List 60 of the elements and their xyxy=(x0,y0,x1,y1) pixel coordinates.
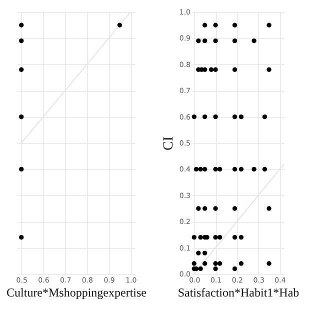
point xyxy=(232,114,238,120)
point xyxy=(198,166,203,172)
point xyxy=(192,234,196,240)
point xyxy=(196,206,201,211)
point xyxy=(238,114,244,120)
point xyxy=(213,38,218,44)
point xyxy=(192,114,196,120)
point xyxy=(238,234,244,240)
point xyxy=(19,22,24,28)
point xyxy=(213,266,218,272)
point xyxy=(262,114,268,120)
point xyxy=(217,261,222,266)
point xyxy=(232,206,238,211)
point xyxy=(213,206,218,211)
point xyxy=(266,206,272,211)
point xyxy=(202,250,208,256)
point xyxy=(238,166,244,172)
point xyxy=(202,114,208,120)
point xyxy=(202,166,208,172)
point xyxy=(213,166,218,172)
point xyxy=(266,22,272,28)
point xyxy=(213,114,218,120)
point xyxy=(252,38,256,44)
point xyxy=(232,266,238,272)
point xyxy=(19,234,24,240)
point xyxy=(202,38,208,44)
point xyxy=(19,67,24,72)
x-axis-title: Culture*Mshoppingexpertise xyxy=(6,286,146,300)
point xyxy=(202,206,208,211)
point xyxy=(196,38,201,44)
point xyxy=(232,67,238,72)
point xyxy=(194,166,199,172)
point xyxy=(19,166,24,172)
point xyxy=(217,234,222,240)
point xyxy=(232,38,238,44)
point xyxy=(198,266,203,272)
point xyxy=(213,234,218,240)
y-axis-title: CI xyxy=(161,136,176,150)
x-axis-title: Satisfaction*Habit1*Hab xyxy=(178,286,300,300)
point xyxy=(198,234,203,240)
point xyxy=(238,261,244,266)
point xyxy=(196,250,201,256)
point xyxy=(202,261,208,266)
point xyxy=(266,67,272,72)
point xyxy=(19,38,24,44)
point xyxy=(262,166,268,172)
point xyxy=(192,261,196,266)
point xyxy=(208,67,214,72)
point xyxy=(202,22,208,28)
point xyxy=(232,22,238,28)
point xyxy=(232,234,238,240)
point xyxy=(213,67,218,72)
point xyxy=(213,22,218,28)
point xyxy=(117,22,122,28)
point xyxy=(252,166,256,172)
point xyxy=(213,261,218,266)
point xyxy=(19,114,24,120)
point xyxy=(266,261,272,266)
point xyxy=(232,166,238,172)
point xyxy=(217,166,222,172)
